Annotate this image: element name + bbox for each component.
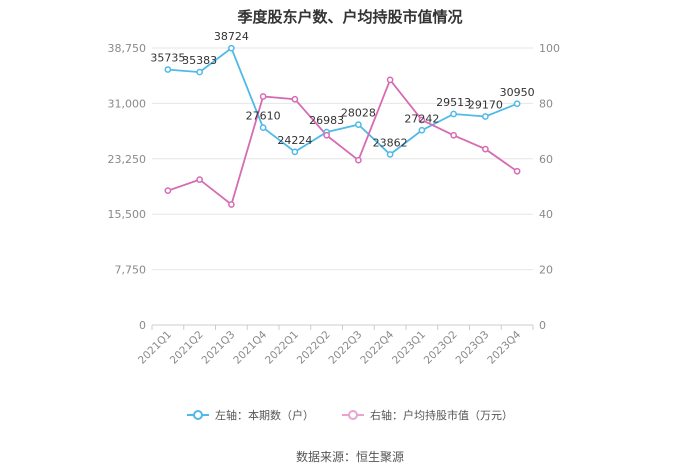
chart-legend: 左轴：本期数（户） 右轴：户均持股市值（万元） xyxy=(0,407,700,423)
x-category-label: 2022Q2 xyxy=(295,329,333,367)
right-tick-label: 60 xyxy=(539,153,553,166)
left-tick-label: 15,500 xyxy=(108,208,147,221)
right-series-point xyxy=(259,93,267,100)
left-tick-label: 38,750 xyxy=(108,42,147,55)
x-category-label: 2023Q1 xyxy=(390,329,428,367)
left-series-point xyxy=(259,124,267,131)
right-series-point xyxy=(291,95,299,103)
chart-title: 季度股东户数、户均持股市值情况 xyxy=(237,8,463,26)
x-category-label: 2023Q2 xyxy=(422,329,460,367)
data-label: 23862 xyxy=(373,136,408,149)
right-series-line xyxy=(167,78,518,207)
data-label: 24224 xyxy=(277,134,312,147)
right-series-point xyxy=(386,76,394,84)
x-category-label: 2023Q4 xyxy=(485,328,523,366)
left-series-point xyxy=(228,44,235,52)
legend-item-left-series[interactable]: 左轴：本期数（户） xyxy=(187,407,314,423)
right-series-point xyxy=(513,167,521,175)
left-series-point xyxy=(291,148,299,156)
legend-label-right-series: 右轴：户均持股市值（万元） xyxy=(370,409,513,422)
legend-label-left-series: 左轴：本期数（户） xyxy=(215,409,314,422)
line-chart: 0 7,750 15,500 23,250 31,000 38,750 0 20 40 60 80 1… xyxy=(108,30,561,367)
left-series-point xyxy=(386,151,394,158)
data-label: 38724 xyxy=(214,30,249,43)
right-tick-label: 100 xyxy=(539,42,560,55)
data-label: 35735 xyxy=(150,52,185,65)
right-tick-label: 40 xyxy=(539,208,553,221)
right-series-point xyxy=(164,187,172,195)
x-category-label: 2021Q2 xyxy=(168,329,206,367)
right-series-point xyxy=(323,131,330,139)
data-label: 29513 xyxy=(436,96,471,109)
left-tick-label: 23,250 xyxy=(108,153,147,166)
right-series-point xyxy=(355,156,362,164)
left-tick-label: 31,000 xyxy=(108,97,147,110)
x-category-label: 2022Q1 xyxy=(263,329,301,367)
right-series-point xyxy=(482,145,489,153)
right-series-point xyxy=(196,176,203,183)
data-label: 27610 xyxy=(246,110,281,123)
data-label: 28028 xyxy=(341,107,376,120)
legend-item-right-series[interactable]: 右轴：户均持股市值（万元） xyxy=(342,407,513,423)
left-series-point xyxy=(482,113,489,120)
right-tick-label: 20 xyxy=(539,264,553,277)
left-series-point xyxy=(196,68,203,76)
x-category-label: 2022Q3 xyxy=(327,329,365,367)
left-series-point xyxy=(355,121,362,128)
x-category-label: 2022Q4 xyxy=(358,328,396,366)
left-series-point xyxy=(450,110,457,118)
right-series-point xyxy=(418,116,426,124)
data-label: 35383 xyxy=(182,54,217,67)
left-tick-label: 0 xyxy=(139,319,146,332)
x-category-label: 2021Q4 xyxy=(231,328,269,366)
legend-marker-right-series xyxy=(342,410,364,420)
left-series-line xyxy=(167,46,518,156)
right-tick-label: 80 xyxy=(539,97,553,110)
left-series-point xyxy=(513,100,521,108)
left-series-point xyxy=(164,66,172,73)
right-series-point xyxy=(450,131,457,139)
data-label: 29170 xyxy=(468,98,503,111)
legend-marker-left-series xyxy=(187,410,209,420)
right-series-point xyxy=(228,201,235,208)
data-label: 30950 xyxy=(500,86,535,99)
left-series-point xyxy=(418,126,426,134)
data-label: 26983 xyxy=(309,114,344,127)
data-label: 27242 xyxy=(404,112,439,125)
x-category-label: 2021Q3 xyxy=(200,329,238,367)
right-tick-label: 0 xyxy=(539,319,546,332)
x-category-label: 2023Q3 xyxy=(454,329,492,367)
x-category-label: 2021Q1 xyxy=(136,329,174,367)
data-source: 数据来源：恒生聚源 xyxy=(295,450,404,464)
left-tick-label: 7,750 xyxy=(115,264,147,277)
